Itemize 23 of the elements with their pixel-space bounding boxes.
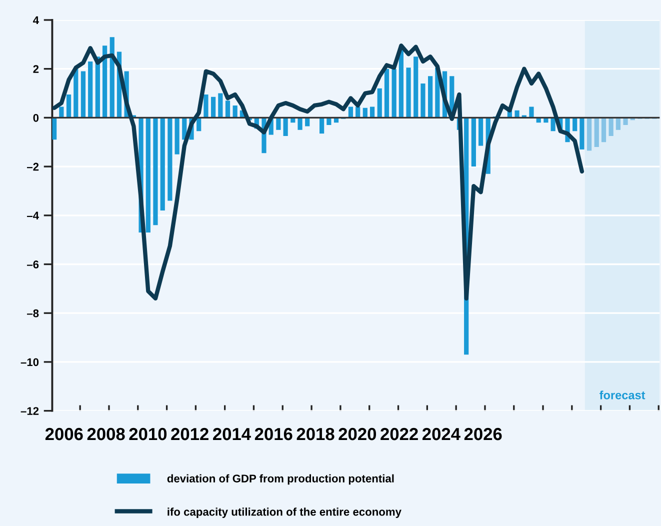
x-tick-label: 2026 <box>464 428 502 440</box>
y-tick-label: 0 <box>33 114 39 122</box>
y-tick-label: 2 <box>33 65 39 73</box>
y-tick-label: –8 <box>27 309 39 318</box>
x-tick-label: 2020 <box>338 428 376 440</box>
x-tick-label: 2008 <box>87 428 125 440</box>
x-tick-label: 2022 <box>380 428 418 440</box>
y-tick-label: –6 <box>27 260 39 268</box>
x-tick-label: 2006 <box>45 428 83 440</box>
band-label: forecast <box>600 390 646 400</box>
x-tick-label: 2010 <box>129 428 167 440</box>
legend-label: ifo capacity utilization of the entire economy <box>168 508 402 518</box>
x-tick-label: 2012 <box>171 428 208 440</box>
y-tick-label: –12 <box>20 407 39 415</box>
x-tick-label: 2024 <box>422 428 460 440</box>
y-tick-label: –4 <box>27 212 39 220</box>
x-tick-label: 2014 <box>213 428 251 440</box>
y-tick-label: 4 <box>33 16 39 24</box>
y-tick-label: –2 <box>27 162 39 171</box>
legend-label: deviation of GDP from production potential <box>167 474 394 485</box>
x-tick-label: 2018 <box>296 428 334 440</box>
y-tick-label: –10 <box>20 358 39 366</box>
x-tick-label: 2016 <box>254 428 292 440</box>
